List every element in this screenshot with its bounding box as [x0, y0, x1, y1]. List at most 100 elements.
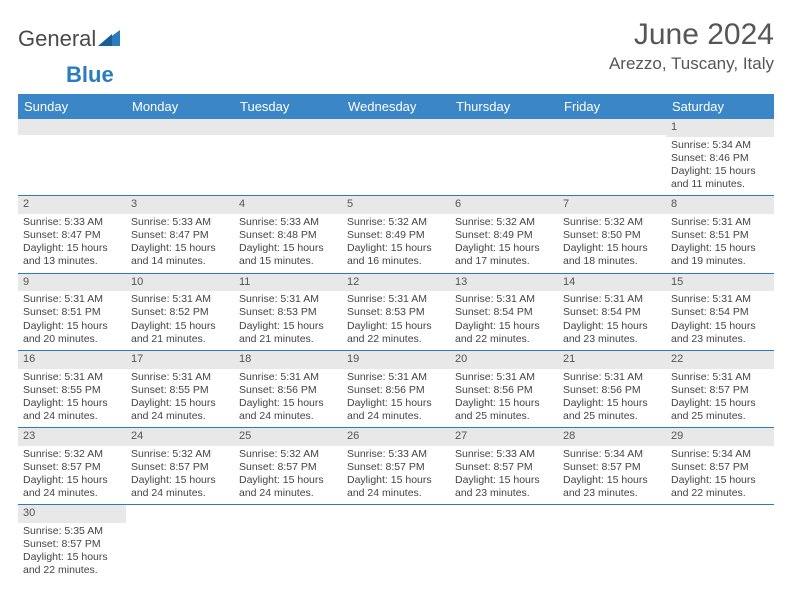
- day-number: 5: [342, 196, 450, 214]
- sunset-text: Sunset: 8:56 PM: [347, 384, 445, 397]
- day-number: 11: [234, 274, 342, 292]
- empty-cell: [126, 119, 234, 195]
- page-title: June 2024: [609, 18, 774, 52]
- empty-stripe: [342, 119, 450, 135]
- sunrise-text: Sunrise: 5:31 AM: [671, 216, 769, 229]
- daylight-text: Daylight: 15 hours and 13 minutes.: [23, 242, 121, 268]
- empty-cell: [450, 119, 558, 195]
- daylight-text: Daylight: 15 hours and 21 minutes.: [131, 320, 229, 346]
- day-number: 25: [234, 428, 342, 446]
- logo: GeneralBlue: [18, 26, 124, 88]
- sunrise-text: Sunrise: 5:31 AM: [347, 371, 445, 384]
- sail-icon: [98, 26, 124, 52]
- day-number: 26: [342, 428, 450, 446]
- day-number: 13: [450, 274, 558, 292]
- location-label: Arezzo, Tuscany, Italy: [609, 54, 774, 74]
- day-number: 30: [18, 505, 126, 523]
- sunrise-text: Sunrise: 5:31 AM: [131, 371, 229, 384]
- week-row: 23Sunrise: 5:32 AMSunset: 8:57 PMDayligh…: [18, 428, 774, 505]
- title-block: June 2024 Arezzo, Tuscany, Italy: [609, 18, 774, 74]
- empty-stripe: [450, 119, 558, 135]
- day-cell: 13Sunrise: 5:31 AMSunset: 8:54 PMDayligh…: [450, 274, 558, 350]
- sunset-text: Sunset: 8:56 PM: [455, 384, 553, 397]
- daylight-text: Daylight: 15 hours and 15 minutes.: [239, 242, 337, 268]
- day-number: 29: [666, 428, 774, 446]
- day-number: 14: [558, 274, 666, 292]
- day-cell: 9Sunrise: 5:31 AMSunset: 8:51 PMDaylight…: [18, 274, 126, 350]
- sunrise-text: Sunrise: 5:31 AM: [239, 293, 337, 306]
- day-cell: 23Sunrise: 5:32 AMSunset: 8:57 PMDayligh…: [18, 428, 126, 504]
- week-row: 1Sunrise: 5:34 AMSunset: 8:46 PMDaylight…: [18, 119, 774, 196]
- logo-word-b: Blue: [66, 62, 114, 87]
- empty-cell: [342, 505, 450, 581]
- sunrise-text: Sunrise: 5:31 AM: [563, 293, 661, 306]
- day-number: 28: [558, 428, 666, 446]
- daylight-text: Daylight: 15 hours and 22 minutes.: [23, 551, 121, 577]
- day-number: 22: [666, 351, 774, 369]
- sunrise-text: Sunrise: 5:32 AM: [455, 216, 553, 229]
- week-row: 9Sunrise: 5:31 AMSunset: 8:51 PMDaylight…: [18, 274, 774, 351]
- sunrise-text: Sunrise: 5:34 AM: [563, 448, 661, 461]
- daylight-text: Daylight: 15 hours and 23 minutes.: [671, 320, 769, 346]
- sunset-text: Sunset: 8:56 PM: [239, 384, 337, 397]
- day-header-row: SundayMondayTuesdayWednesdayThursdayFrid…: [18, 94, 774, 119]
- sunset-text: Sunset: 8:52 PM: [131, 306, 229, 319]
- empty-cell: [18, 119, 126, 195]
- day-cell: 19Sunrise: 5:31 AMSunset: 8:56 PMDayligh…: [342, 351, 450, 427]
- sunset-text: Sunset: 8:48 PM: [239, 229, 337, 242]
- empty-cell: [234, 505, 342, 581]
- day-cell: 21Sunrise: 5:31 AMSunset: 8:56 PMDayligh…: [558, 351, 666, 427]
- day-cell: 20Sunrise: 5:31 AMSunset: 8:56 PMDayligh…: [450, 351, 558, 427]
- sunset-text: Sunset: 8:46 PM: [671, 152, 769, 165]
- sunset-text: Sunset: 8:51 PM: [23, 306, 121, 319]
- day-header-monday: Monday: [126, 94, 234, 119]
- sunrise-text: Sunrise: 5:34 AM: [671, 139, 769, 152]
- header: GeneralBlue June 2024 Arezzo, Tuscany, I…: [18, 18, 774, 88]
- sunset-text: Sunset: 8:47 PM: [131, 229, 229, 242]
- day-cell: 8Sunrise: 5:31 AMSunset: 8:51 PMDaylight…: [666, 196, 774, 272]
- day-cell: 15Sunrise: 5:31 AMSunset: 8:54 PMDayligh…: [666, 274, 774, 350]
- sunset-text: Sunset: 8:54 PM: [671, 306, 769, 319]
- day-cell: 28Sunrise: 5:34 AMSunset: 8:57 PMDayligh…: [558, 428, 666, 504]
- day-number: 20: [450, 351, 558, 369]
- day-number: 4: [234, 196, 342, 214]
- week-row: 16Sunrise: 5:31 AMSunset: 8:55 PMDayligh…: [18, 351, 774, 428]
- day-cell: 2Sunrise: 5:33 AMSunset: 8:47 PMDaylight…: [18, 196, 126, 272]
- daylight-text: Daylight: 15 hours and 25 minutes.: [455, 397, 553, 423]
- daylight-text: Daylight: 15 hours and 21 minutes.: [239, 320, 337, 346]
- empty-cell: [558, 119, 666, 195]
- sunset-text: Sunset: 8:57 PM: [239, 461, 337, 474]
- daylight-text: Daylight: 15 hours and 24 minutes.: [23, 474, 121, 500]
- daylight-text: Daylight: 15 hours and 22 minutes.: [347, 320, 445, 346]
- sunrise-text: Sunrise: 5:31 AM: [239, 371, 337, 384]
- day-number: 6: [450, 196, 558, 214]
- day-cell: 24Sunrise: 5:32 AMSunset: 8:57 PMDayligh…: [126, 428, 234, 504]
- day-number: 7: [558, 196, 666, 214]
- day-cell: 16Sunrise: 5:31 AMSunset: 8:55 PMDayligh…: [18, 351, 126, 427]
- sunset-text: Sunset: 8:50 PM: [563, 229, 661, 242]
- day-header-friday: Friday: [558, 94, 666, 119]
- empty-cell: [234, 119, 342, 195]
- daylight-text: Daylight: 15 hours and 18 minutes.: [563, 242, 661, 268]
- sunset-text: Sunset: 8:57 PM: [563, 461, 661, 474]
- daylight-text: Daylight: 15 hours and 24 minutes.: [347, 474, 445, 500]
- day-number: 8: [666, 196, 774, 214]
- sunrise-text: Sunrise: 5:32 AM: [131, 448, 229, 461]
- day-number: 27: [450, 428, 558, 446]
- daylight-text: Daylight: 15 hours and 24 minutes.: [23, 397, 121, 423]
- day-cell: 30Sunrise: 5:35 AMSunset: 8:57 PMDayligh…: [18, 505, 126, 581]
- daylight-text: Daylight: 15 hours and 20 minutes.: [23, 320, 121, 346]
- sunset-text: Sunset: 8:57 PM: [131, 461, 229, 474]
- day-header-wednesday: Wednesday: [342, 94, 450, 119]
- day-cell: 5Sunrise: 5:32 AMSunset: 8:49 PMDaylight…: [342, 196, 450, 272]
- sunset-text: Sunset: 8:57 PM: [671, 384, 769, 397]
- day-number: 10: [126, 274, 234, 292]
- day-number: 21: [558, 351, 666, 369]
- empty-stripe: [18, 119, 126, 135]
- sunset-text: Sunset: 8:57 PM: [455, 461, 553, 474]
- empty-cell: [450, 505, 558, 581]
- day-cell: 7Sunrise: 5:32 AMSunset: 8:50 PMDaylight…: [558, 196, 666, 272]
- day-number: 24: [126, 428, 234, 446]
- empty-stripe: [558, 119, 666, 135]
- empty-cell: [126, 505, 234, 581]
